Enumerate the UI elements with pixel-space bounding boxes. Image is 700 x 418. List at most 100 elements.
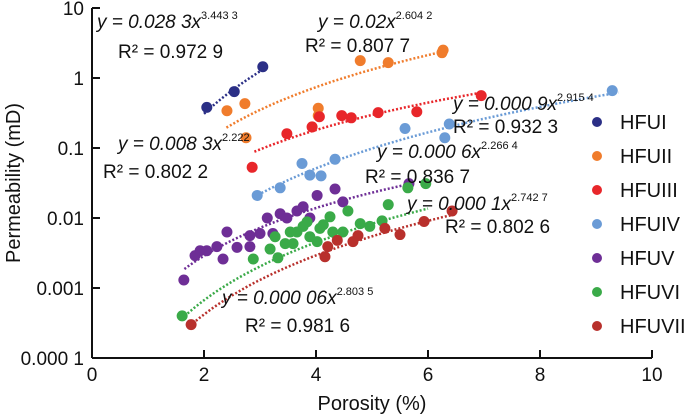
legend-marker-hfuiv — [592, 219, 602, 229]
x-tick-label: 4 — [311, 365, 322, 386]
r-squared-hfuii: R² = 0.807 7 — [305, 36, 410, 57]
point-hfuv — [311, 189, 323, 201]
trendline-hfuii — [225, 49, 446, 129]
y-tick-label: 0.000 1 — [21, 349, 84, 370]
point-hfuvii — [185, 319, 197, 331]
point-hfuvi — [272, 252, 284, 264]
point-hfuiii — [313, 111, 325, 123]
x-tick-label: 2 — [199, 365, 210, 386]
equation-text: y = 0.000 1x — [405, 194, 513, 215]
axes: 0 2 4 6 8 10 0.000 1 0.001 0.01 0.1 1 10 — [21, 0, 663, 386]
x-tick-label: 10 — [641, 365, 662, 386]
point-hfuv — [178, 274, 190, 286]
point-hfuvi — [337, 226, 349, 238]
point-hfui — [201, 101, 213, 113]
equation-text: y = 0.028 3x — [95, 12, 203, 33]
x-tick-label: 8 — [535, 365, 546, 386]
point-hfuv — [244, 230, 256, 242]
point-hfuiv — [443, 118, 455, 130]
r-squared-hfui: R² = 0.972 9 — [118, 42, 223, 63]
point-hfuiv — [251, 189, 263, 201]
point-hfuv — [221, 226, 233, 238]
point-hfuv — [261, 212, 273, 224]
point-hfuiv — [274, 182, 286, 194]
y-axis-title: Permeability (mD) — [3, 103, 25, 263]
legend-marker-hfuv — [592, 253, 602, 263]
point-hfuvi — [402, 182, 414, 194]
point-hfuv — [244, 241, 256, 253]
point-hfuvi — [279, 238, 291, 250]
point-hfuvi — [176, 310, 188, 322]
legend-label-hfui: HFUI — [620, 112, 667, 134]
point-hfuii — [354, 55, 366, 67]
equation-hfuii: y = 0.02x2.604 2 — [316, 10, 432, 33]
point-hfuiii — [281, 128, 293, 140]
point-hfuiv — [439, 132, 451, 144]
x-axis-title: Porosity (%) — [318, 393, 427, 415]
point-hfuii — [240, 132, 252, 144]
equations: y = 0.028 3x3.443 3 R² = 0.972 9 y = 0.02x… — [95, 10, 594, 337]
point-hfuvii — [319, 251, 331, 263]
equation-text: y = 0.000 6x — [375, 142, 483, 163]
y-tick-label: 0.1 — [58, 139, 84, 160]
point-hfuiii — [475, 90, 487, 102]
equation-exponent: 2.803 5 — [337, 286, 374, 298]
legend-label-hfuvii: HFUVII — [620, 316, 686, 338]
point-hfuvi — [327, 226, 339, 238]
equation-text: y = 0.000 9x — [451, 94, 559, 115]
point-hfuvi — [324, 211, 336, 223]
legend: HFUI HFUII HFUIII HFUIV HFUV HFUVI HFUVII — [592, 112, 686, 338]
equation-text: y = 0.008 3x — [116, 134, 224, 155]
point-hfuv — [337, 196, 349, 208]
x-tick-label: 0 — [87, 365, 98, 386]
point-hfuv — [231, 241, 243, 253]
equation-hfuvii: y = 0.000 06x2.803 5 — [220, 286, 373, 309]
equation-hfuvi: y = 0.000 1x2.742 7 — [405, 192, 548, 215]
point-hfuvii — [379, 222, 391, 234]
legend-marker-hfuiii — [592, 185, 602, 195]
point-hfuvi — [269, 231, 281, 243]
equation-exponent: 2.222 — [222, 132, 250, 144]
legend-label-hfuvi: HFUVI — [620, 282, 680, 304]
legend-label-hfuiv: HFUIV — [620, 214, 681, 236]
r-squared-hfuiv: R² = 0.932 3 — [453, 117, 558, 138]
point-hfuv — [297, 201, 309, 213]
point-hfuv — [211, 241, 223, 253]
point-hfuiii — [345, 112, 357, 124]
point-hfuv — [217, 253, 229, 265]
point-hfuv — [329, 183, 341, 195]
point-hfuvii — [418, 216, 430, 228]
point-hfuvi — [247, 253, 259, 265]
point-hfuv — [254, 228, 266, 240]
equation-hfuiii: y = 0.008 3x2.222 — [116, 132, 250, 155]
equation-exponent: 2.915 4 — [557, 92, 594, 104]
point-hfui — [228, 86, 240, 98]
point-hfuii — [239, 98, 251, 110]
trendline-hfuvii — [192, 212, 457, 325]
y-tick-label: 1 — [73, 69, 84, 90]
r-squared-hfuv: R² = 0.836 7 — [365, 167, 470, 188]
equation-exponent: 3.443 3 — [201, 10, 238, 22]
point-hfuvi — [264, 243, 276, 255]
equation-hfuv: y = 0.000 6x2.266 4 — [375, 140, 518, 163]
equation-exponent: 2.742 7 — [511, 192, 548, 204]
point-hfuvi — [317, 219, 329, 231]
point-hfuiv — [399, 122, 411, 134]
trendline-hfuiii — [253, 90, 485, 153]
point-hfuvii — [446, 205, 458, 217]
equation-hfui: y = 0.028 3x3.443 3 — [95, 10, 238, 33]
point-hfuiv — [329, 153, 341, 165]
point-hfuvi — [311, 236, 323, 248]
point-hfuiii — [411, 106, 423, 118]
point-hfuiii — [306, 121, 318, 133]
r-squared-hfuvii: R² = 0.981 6 — [245, 316, 350, 337]
point-hfuvi — [382, 199, 394, 211]
point-hfuiv — [304, 169, 316, 181]
equation-exponent: 2.604 2 — [396, 10, 433, 22]
point-hfuvi — [301, 216, 313, 228]
point-hfuvi — [420, 178, 432, 190]
legend-marker-hfuvi — [592, 287, 602, 297]
equation-text: y = 0.000 06x — [220, 288, 338, 309]
point-hfuiv — [315, 170, 327, 182]
